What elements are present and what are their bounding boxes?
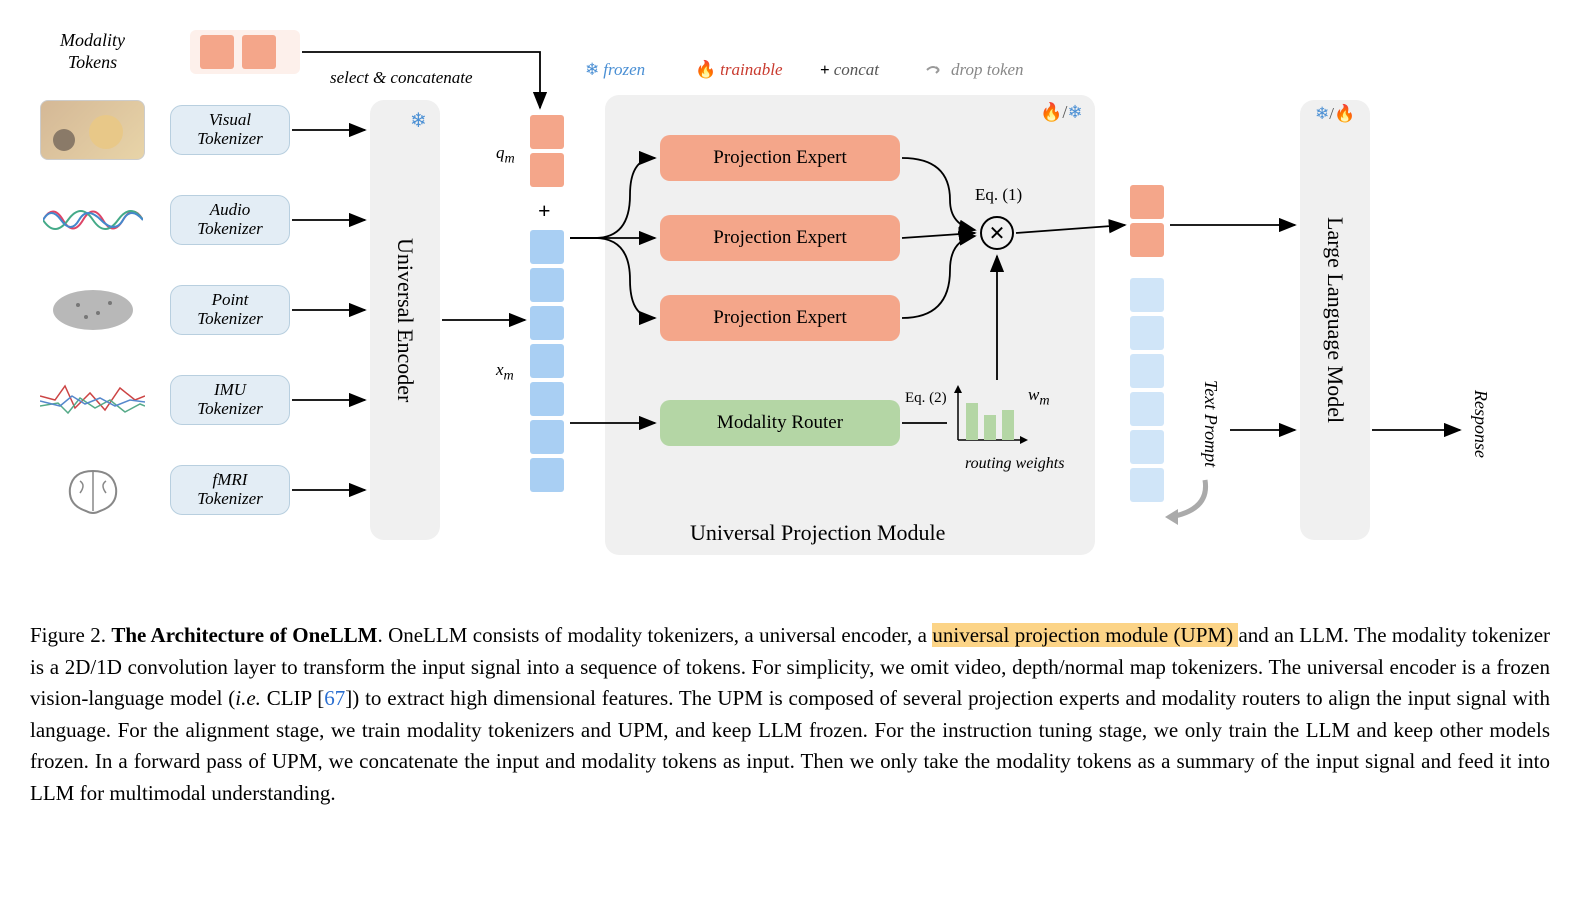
token-sq: [530, 153, 564, 187]
token-sq: [1130, 468, 1164, 502]
response-label: Response: [1470, 390, 1491, 458]
legend-concat-text: concat: [834, 60, 879, 80]
token-sq: [1130, 278, 1164, 312]
imu-icon: [40, 370, 145, 430]
modality-tokens-box: [190, 30, 300, 74]
legend-trainable-text: trainable: [720, 60, 782, 80]
token-sq: [530, 458, 564, 492]
combine-circle-icon: ✕: [980, 216, 1014, 250]
text-prompt-label: Text Prompt: [1200, 380, 1221, 467]
pe-label: Projection Expert: [713, 307, 847, 329]
point-tokenizer: Point Tokenizer: [170, 285, 290, 335]
legend-trainable: 🔥 trainable: [695, 60, 783, 80]
token-sq: [1130, 430, 1164, 464]
token-sq: [1130, 185, 1164, 219]
token-sq: [242, 35, 276, 69]
tokenizer-label: Point Tokenizer: [197, 291, 263, 328]
audio-icon: [40, 190, 145, 250]
token-sq: [530, 115, 564, 149]
token-sq: [530, 230, 564, 264]
imu-tokenizer: IMU Tokenizer: [170, 375, 290, 425]
universal-encoder: Universal Encoder: [370, 100, 440, 540]
llm-label: Large Language Model: [1322, 217, 1348, 423]
routing-weights-chart: [950, 385, 1030, 455]
token-sq: [530, 306, 564, 340]
tokenizer-label: IMU Tokenizer: [197, 381, 263, 418]
token-sq: [200, 35, 234, 69]
token-sq: [530, 420, 564, 454]
token-sq: [530, 268, 564, 302]
xm-label: xm: [496, 360, 514, 384]
legend-drop-token: drop token: [925, 60, 1024, 80]
select-concat-label: select & concatenate: [330, 68, 473, 88]
plus-icon: +: [538, 198, 551, 224]
eq1-label: Eq. (1): [975, 185, 1022, 205]
pe-label: Projection Expert: [713, 147, 847, 169]
modality-tokens-label: ModalityTokens: [60, 30, 125, 73]
token-sq: [1130, 316, 1164, 350]
token-sq: [530, 344, 564, 378]
visual-tokenizer: Visual Tokenizer: [170, 105, 290, 155]
caption-text: . OneLLM consists of modality tokenizers…: [377, 623, 932, 647]
audio-tokenizer: Audio Tokenizer: [170, 195, 290, 245]
caption-highlight: universal projection module (UPM): [932, 623, 1238, 647]
upm-title: Universal Projection Module: [690, 520, 945, 546]
caption-text: CLIP [: [261, 686, 324, 710]
architecture-diagram: ModalityTokens select & concatenate ❄ fr…: [30, 30, 1550, 600]
tokenizer-label: Audio Tokenizer: [197, 201, 263, 238]
routing-weights-label: routing weights: [965, 455, 1064, 473]
upm-status-icons: 🔥/❄: [1040, 102, 1083, 123]
projection-expert-2: Projection Expert: [660, 215, 900, 261]
qm-label: qm: [496, 143, 515, 167]
drop-token-arrow-icon: [1160, 475, 1220, 535]
point-cloud-icon: [40, 280, 145, 340]
tokenizer-label: Visual Tokenizer: [197, 111, 263, 148]
token-sq: [1130, 223, 1164, 257]
tokenizer-label: fMRI Tokenizer: [197, 471, 263, 508]
pe-label: Projection Expert: [713, 227, 847, 249]
llm-status-icons: ❄/🔥: [1315, 104, 1355, 124]
fmri-icon: [40, 460, 145, 520]
figure-number: Figure 2.: [30, 623, 106, 647]
snowflake-icon: ❄: [410, 108, 427, 133]
image-icon: [40, 100, 145, 160]
projection-expert-3: Projection Expert: [660, 295, 900, 341]
figure-title: The Architecture of OneLLM: [111, 623, 377, 647]
token-sq: [1130, 354, 1164, 388]
modality-router: Modality Router: [660, 400, 900, 446]
legend-concat: + concat: [820, 60, 879, 80]
citation-link[interactable]: 67: [324, 686, 345, 710]
router-label: Modality Router: [717, 412, 843, 434]
wm-label: wm: [1028, 385, 1050, 409]
fmri-tokenizer: fMRI Tokenizer: [170, 465, 290, 515]
caption-ie: i.e.: [235, 686, 261, 710]
token-sq: [530, 382, 564, 416]
legend-drop-token-text: drop token: [951, 60, 1024, 80]
legend-frozen-text: frozen: [603, 60, 645, 80]
llm-box: Large Language Model: [1300, 100, 1370, 540]
figure-caption: Figure 2. The Architecture of OneLLM. On…: [30, 620, 1550, 809]
encoder-label: Universal Encoder: [392, 238, 418, 402]
legend-frozen: ❄ frozen: [585, 60, 645, 80]
token-sq: [1130, 392, 1164, 426]
projection-expert-1: Projection Expert: [660, 135, 900, 181]
eq2-label: Eq. (2): [905, 390, 947, 407]
